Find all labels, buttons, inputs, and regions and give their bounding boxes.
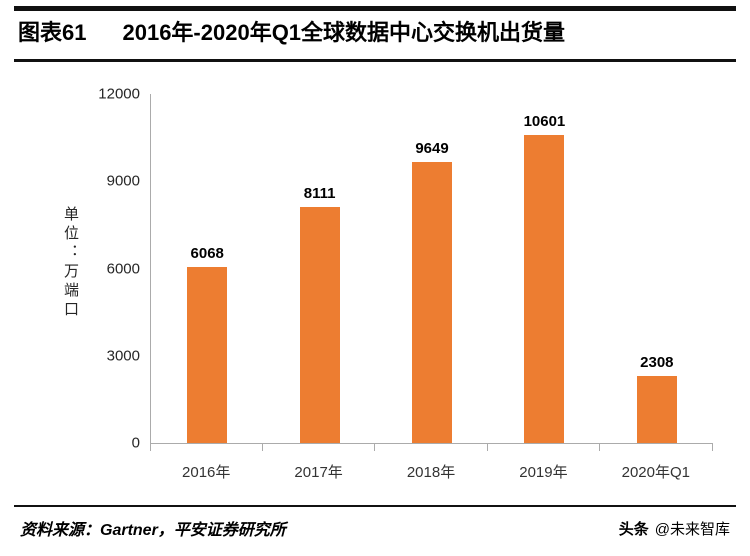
bar-value-label: 2308 xyxy=(640,353,674,371)
plot-area: 6068 8111 9649 10601 2308 xyxy=(150,94,713,444)
bar-chart: 单位：万端口 0 3000 6000 9000 12000 6068 8111 9649 10… xyxy=(14,68,736,508)
bar-value-label: 6068 xyxy=(190,244,224,262)
bar-value-label: 10601 xyxy=(523,112,566,130)
x-axis-labels: 2016年 2017年 2018年 2019年 2020年Q1 xyxy=(150,461,712,482)
bars: 6068 8111 9649 10601 2308 xyxy=(151,94,713,443)
figure-label: 图表61 xyxy=(18,20,87,45)
x-tick-mark xyxy=(599,444,601,451)
figure-title: 2016年-2020年Q1全球数据中心交换机出货量 xyxy=(122,20,566,45)
x-tick-mark xyxy=(711,444,713,451)
x-axis-label: 2016年 xyxy=(182,464,231,481)
x-tick-mark xyxy=(374,444,376,451)
bar-column: 9649 xyxy=(376,94,488,443)
bar xyxy=(524,134,565,443)
y-axis-tick-labels: 0 3000 6000 9000 12000 xyxy=(14,87,140,451)
toutiao-logo: 头条 xyxy=(618,520,649,538)
x-tick-mark xyxy=(261,444,263,451)
bar xyxy=(412,162,453,443)
watermark-handle: @未来智库 xyxy=(654,520,730,538)
bar-column: 10601 xyxy=(488,94,600,443)
bar xyxy=(187,266,228,443)
y-tick-label: 3000 xyxy=(106,347,140,365)
x-axis-ticks xyxy=(149,444,713,451)
x-tick-mark xyxy=(149,444,151,451)
bar xyxy=(299,207,340,443)
x-axis-label: 2019年 xyxy=(519,464,568,481)
bar-column: 2308 xyxy=(601,94,713,443)
watermark: 头条 @未来智库 xyxy=(619,518,730,539)
bar-column: 6068 xyxy=(151,94,263,443)
x-axis-label: 2020年Q1 xyxy=(621,464,691,481)
y-tick-label: 6000 xyxy=(106,260,140,277)
x-axis-label: 2018年 xyxy=(406,464,456,481)
x-axis-label: 2017年 xyxy=(294,464,343,481)
source-footer: 资料来源：Gartner，平安证券研究所 头条 @未来智库 xyxy=(14,505,736,550)
y-tick-label: 9000 xyxy=(106,172,140,190)
y-tick-label: 0 xyxy=(131,434,140,452)
bar-column: 8111 xyxy=(263,94,375,443)
x-tick-mark xyxy=(486,444,488,451)
bar-value-label: 8111 xyxy=(303,185,336,203)
chart-header: 图表61 2016年-2020年Q1全球数据中心交换机出货量 xyxy=(14,6,736,62)
y-axis-title: 单位：万端口 xyxy=(62,206,79,320)
bar xyxy=(636,375,677,443)
bar-value-label: 9649 xyxy=(415,140,449,158)
y-tick-label: 12000 xyxy=(98,85,140,103)
source-text: 资料来源：Gartner，平安证券研究所 xyxy=(20,522,286,539)
